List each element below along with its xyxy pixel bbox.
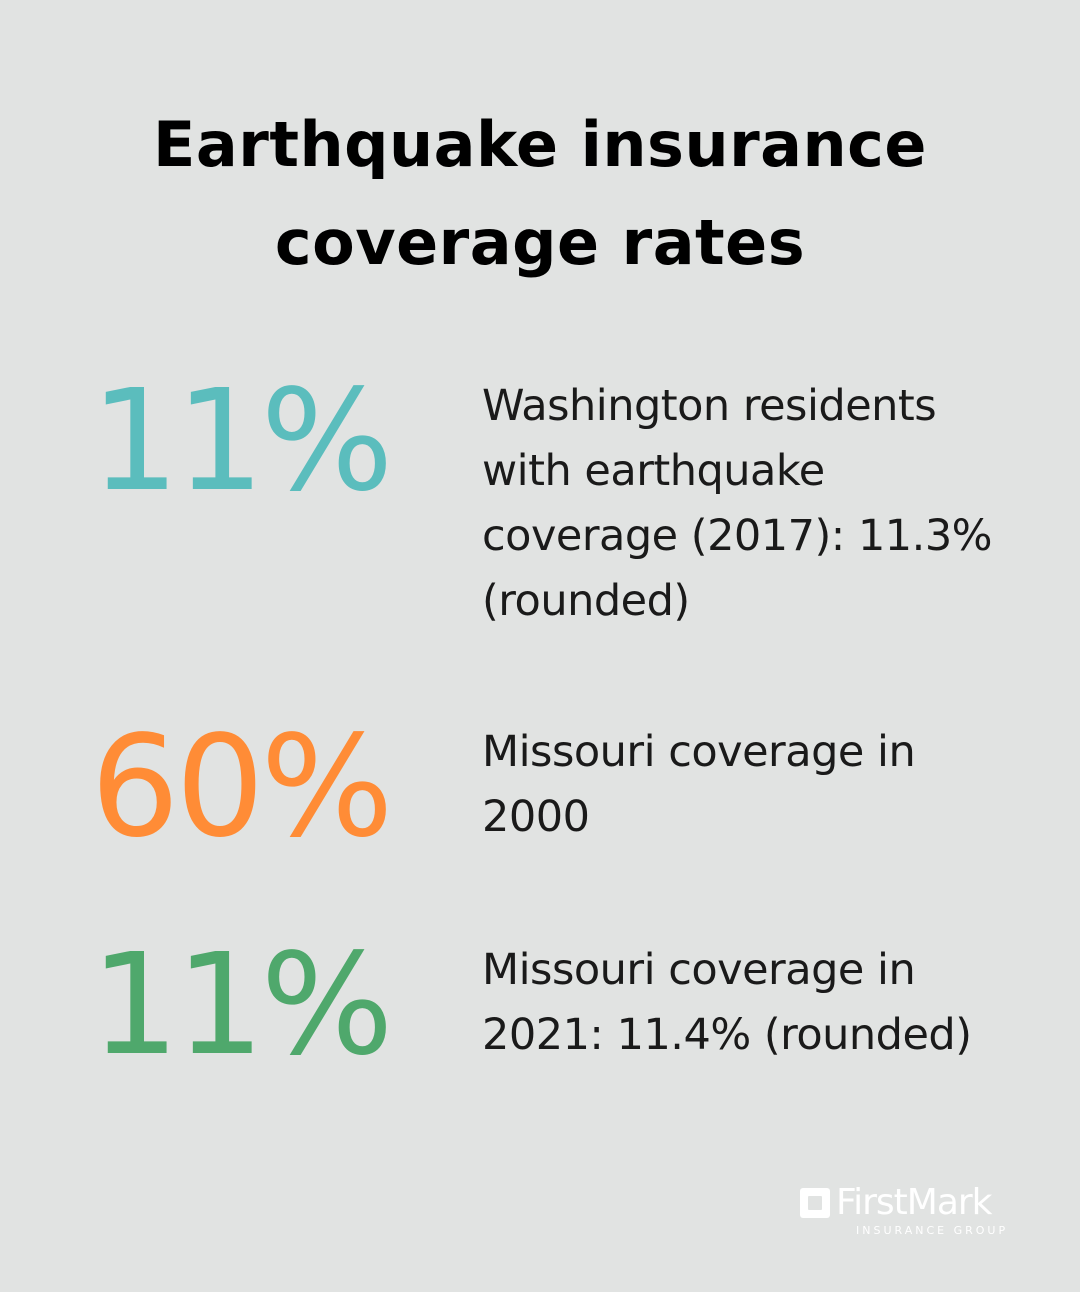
stat-value: 60% bbox=[90, 706, 393, 869]
firstmark-logo: FirstMark INSURANCE GROUP bbox=[800, 1182, 1030, 1244]
stat-description: Missouri coverage in 2021: 11.4% (rounde… bbox=[482, 938, 1022, 1068]
logo-subtitle: INSURANCE GROUP bbox=[856, 1224, 1009, 1237]
logo-mark-icon bbox=[800, 1188, 830, 1218]
stat-value: 11% bbox=[90, 924, 393, 1087]
page-title: Earthquake insurance coverage rates bbox=[0, 96, 1080, 292]
title-line-2: coverage rates bbox=[274, 206, 806, 279]
stat-description-line: 2000 bbox=[482, 792, 590, 842]
stat-description-line: 2021: 11.4% (rounded) bbox=[482, 1010, 972, 1060]
stat-description-line: (rounded) bbox=[482, 576, 690, 626]
stat-description: Missouri coverage in 2000 bbox=[482, 720, 1022, 850]
logo-name: FirstMark bbox=[836, 1182, 993, 1223]
stat-description-line: with earthquake bbox=[482, 446, 825, 496]
stat-description-line: Washington residents bbox=[482, 381, 937, 431]
stat-description-line: Missouri coverage in bbox=[482, 945, 916, 995]
stat-value: 11% bbox=[90, 360, 393, 523]
stat-description-line: Missouri coverage in bbox=[482, 727, 916, 777]
title-line-1: Earthquake insurance bbox=[153, 108, 927, 181]
stat-description-line: coverage (2017): 11.3% bbox=[482, 511, 993, 561]
stat-description: Washington residents with earthquake cov… bbox=[482, 374, 1022, 634]
